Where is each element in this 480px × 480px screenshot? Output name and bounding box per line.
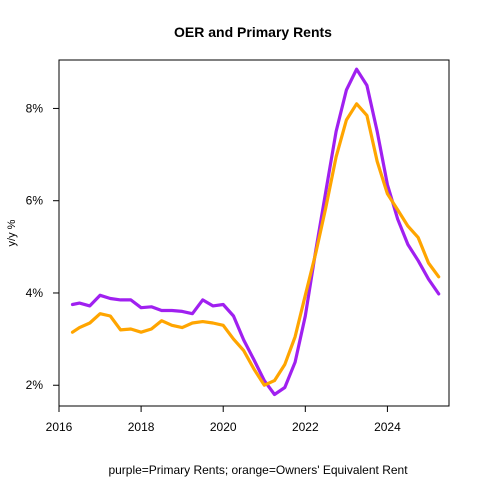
y-tick-label-8: 8% xyxy=(26,101,44,115)
series-line-1 xyxy=(70,102,441,387)
y-tick-label-4: 4% xyxy=(26,286,44,300)
plot-area xyxy=(58,59,450,407)
chart-title: OER and Primary Rents xyxy=(174,24,332,40)
x-tick-label-2024: 2024 xyxy=(374,420,401,434)
x-tick-label-2016: 2016 xyxy=(46,420,73,434)
x-tick-label-2022: 2022 xyxy=(292,420,319,434)
x-axis: 2016 2018 2020 2022 2024 xyxy=(46,406,401,434)
y-tick-label-2: 2% xyxy=(26,378,44,392)
x-axis-label: purple=Primary Rents; orange=Owners' Equ… xyxy=(108,463,408,477)
series-layer xyxy=(70,67,441,397)
y-axis: 2% 4% 6% 8% xyxy=(26,101,59,392)
x-tick-label-2020: 2020 xyxy=(210,420,237,434)
y-tick-label-6: 6% xyxy=(26,194,44,208)
y-axis-label: y/y % xyxy=(6,219,18,246)
series-line-0 xyxy=(70,67,441,397)
x-tick-label-2018: 2018 xyxy=(128,420,155,434)
